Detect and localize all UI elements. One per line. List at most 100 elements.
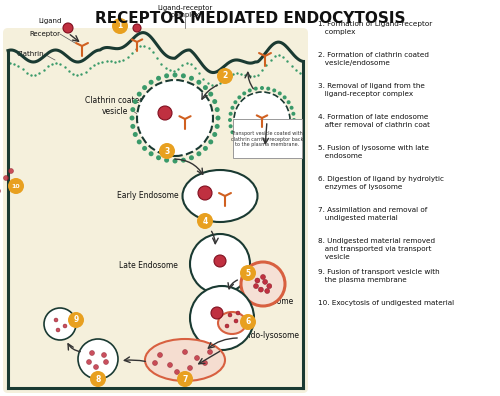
Circle shape [264,289,270,293]
Point [288,62,296,69]
FancyBboxPatch shape [3,28,308,393]
Circle shape [242,91,246,95]
Point [6,60,14,66]
Circle shape [228,313,232,317]
Circle shape [278,145,282,148]
Point [10,61,18,67]
Text: 3: 3 [164,147,170,156]
Circle shape [272,88,276,92]
Circle shape [133,132,138,137]
Point [102,57,110,64]
Point [229,70,237,77]
Circle shape [159,143,175,159]
Circle shape [172,158,178,164]
Text: 8. Undigested material removed
   and transported via transport
   vesicle: 8. Undigested material removed and trans… [318,238,435,260]
Circle shape [255,278,260,283]
Point [275,52,283,58]
Text: Clathrin coated
vesicle: Clathrin coated vesicle [86,96,144,116]
Ellipse shape [182,170,258,222]
Text: 1: 1 [118,21,122,30]
Text: 8: 8 [96,375,100,383]
Text: 10. Exocytosis of undigested material: 10. Exocytosis of undigested material [318,300,454,306]
Circle shape [260,86,264,90]
Circle shape [198,186,212,200]
Circle shape [130,124,136,129]
Circle shape [267,284,272,289]
Circle shape [168,362,172,367]
Point [90,62,98,68]
Text: 6. Digestion of ligand by hydrolytic
   enzymes of lysosome: 6. Digestion of ligand by hydrolytic enz… [318,176,444,190]
Point [208,82,216,89]
Point [292,67,300,73]
Text: 2. Formation of clathrin coated
   vesicle/endosome: 2. Formation of clathrin coated vesicle/… [318,52,429,66]
Circle shape [130,107,136,112]
Point [120,57,128,63]
Text: 4. Formation of late endosome
   after removal of clathrin coat: 4. Formation of late endosome after remo… [318,114,430,128]
FancyBboxPatch shape [233,119,302,158]
Point [36,70,44,76]
Circle shape [292,118,296,122]
Circle shape [196,151,202,156]
Text: Ligand-receptor
complex: Ligand-receptor complex [158,5,212,18]
Point [27,72,35,78]
Ellipse shape [218,312,246,334]
Circle shape [238,141,242,145]
Circle shape [214,124,220,129]
Circle shape [158,352,162,358]
Circle shape [133,24,141,32]
Circle shape [266,87,270,91]
Circle shape [242,145,246,148]
Circle shape [203,146,208,151]
Point [56,61,64,68]
Circle shape [238,95,242,99]
Circle shape [230,130,234,134]
Circle shape [164,158,169,163]
Circle shape [216,116,220,120]
Circle shape [4,175,8,181]
Point [204,80,212,86]
Point [78,71,86,77]
Circle shape [190,234,250,294]
Circle shape [234,136,237,140]
Circle shape [208,91,214,97]
Text: Transport vesicle coated with
clathrin carries receptor back
to the plasma membr: Transport vesicle coated with clathrin c… [231,131,303,147]
Circle shape [278,91,282,95]
Circle shape [156,76,161,81]
Point [136,43,144,49]
Point [186,61,194,67]
Circle shape [258,287,264,292]
Point [60,64,68,70]
Circle shape [260,274,266,280]
Point [31,72,39,78]
Text: 9. Fusion of transport vesicle with
   the plasma membrane: 9. Fusion of transport vesicle with the … [318,269,440,283]
Circle shape [172,72,178,78]
Circle shape [196,80,202,85]
Circle shape [260,150,264,154]
Circle shape [164,73,169,78]
Text: 5: 5 [246,268,250,278]
Text: 1. Formation of Ligand-receptor
   complex: 1. Formation of Ligand-receptor complex [318,21,432,35]
Circle shape [292,112,296,116]
Circle shape [282,141,286,145]
Point [174,66,182,72]
Circle shape [241,262,285,306]
Point [144,45,152,51]
Text: Late Endosome: Late Endosome [118,261,178,270]
Circle shape [104,360,108,364]
Point [216,80,224,86]
Circle shape [148,80,154,85]
Circle shape [194,356,200,360]
Circle shape [130,116,134,120]
Point [279,53,287,60]
Circle shape [208,139,214,145]
Circle shape [248,148,252,152]
Circle shape [158,106,172,120]
Point [178,62,186,69]
Text: Receptor: Receptor [29,31,60,37]
Point [149,49,157,55]
Circle shape [286,136,290,140]
Circle shape [177,371,193,387]
Text: 7: 7 [182,375,188,383]
Text: 7. Assimilation and removal of
   undigested material: 7. Assimilation and removal of undigeste… [318,207,427,221]
Point [166,67,173,74]
